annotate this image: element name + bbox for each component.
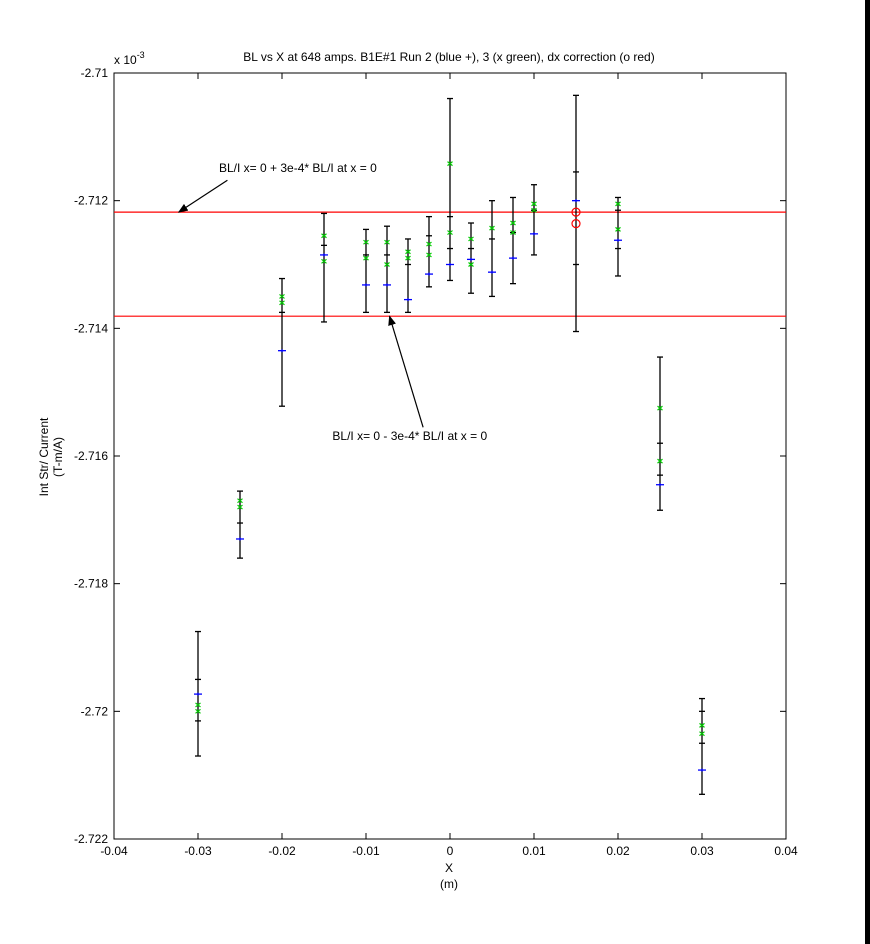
window-edge-bar xyxy=(865,0,870,944)
y-axis-label: Int Str/ Current xyxy=(37,417,51,496)
y-tick-label: -2.714 xyxy=(74,321,108,335)
green-x-marker-cross xyxy=(426,241,432,247)
x-tick-label: 0.02 xyxy=(606,844,630,858)
green-x-marker-cross xyxy=(615,201,621,207)
green-x-marker-cross xyxy=(699,731,705,737)
data-markers xyxy=(194,161,706,772)
green-x-marker-cross xyxy=(657,458,663,464)
green-x-marker-cross xyxy=(195,702,201,708)
green-x-marker-cross xyxy=(531,207,537,213)
green-x-marker-cross xyxy=(510,220,516,226)
green-x-marker-cross xyxy=(237,504,243,510)
green-x-marker-cross xyxy=(321,258,327,264)
x-tick-label: -0.04 xyxy=(100,844,128,858)
annotation-arrow xyxy=(388,315,424,428)
x-tick-label: -0.03 xyxy=(184,844,212,858)
green-x-marker-cross xyxy=(531,201,537,207)
y-axis-unit: (T-m/A) xyxy=(51,437,65,477)
annotation-text: BL/I x= 0 + 3e-4* BL/I at x = 0 xyxy=(219,161,377,175)
x-tick-label: 0 xyxy=(447,844,454,858)
y-tick-label: -2.722 xyxy=(74,832,108,846)
green-x-marker-cross xyxy=(657,405,663,411)
green-x-marker-cross xyxy=(405,249,411,255)
y-tick-label: -2.716 xyxy=(74,449,108,463)
exponent-label: x 10-3 xyxy=(114,50,145,67)
annotation-arrow xyxy=(177,179,228,213)
red-circle-marker xyxy=(571,207,581,217)
x-tick-label: 0.03 xyxy=(690,844,714,858)
green-x-marker-cross xyxy=(510,230,516,236)
x-tick-label: -0.01 xyxy=(352,844,380,858)
green-x-marker-cross xyxy=(405,255,411,261)
annotations: BL/I x= 0 + 3e-4* BL/I at x = 0 BL/I x= 0… xyxy=(177,161,487,443)
x-axis-label: X xyxy=(445,861,453,875)
y-tick-label: -2.71 xyxy=(81,66,109,80)
y-tick-label: -2.718 xyxy=(74,577,108,591)
chart-title: BL vs X at 648 amps. B1E#1 Run 2 (blue +… xyxy=(243,50,654,64)
green-x-marker-cross xyxy=(321,233,327,239)
green-x-marker-cross xyxy=(447,161,453,167)
green-x-marker-cross xyxy=(699,722,705,728)
green-x-marker-cross xyxy=(426,252,432,258)
x-axis: -0.04 -0.03 -0.02 -0.01 0 0.01 0.02 0.03 0.04 xyxy=(100,73,798,858)
error-bars xyxy=(195,94,705,795)
y-tick-label: -2.72 xyxy=(81,704,109,718)
x-tick-label: 0.01 xyxy=(522,844,546,858)
x-axis-unit: (m) xyxy=(440,877,458,891)
x-tick-label: 0.04 xyxy=(774,844,798,858)
green-x-marker-cross xyxy=(279,293,285,299)
y-axis: -2.71 -2.712 -2.714 -2.716 -2.718 -2.72 -2.722 xyxy=(74,66,786,846)
x-tick-label: -0.02 xyxy=(268,844,296,858)
green-x-marker-cross xyxy=(384,239,390,245)
y-tick-label: -2.712 xyxy=(74,194,108,208)
green-x-marker-cross xyxy=(237,498,243,504)
green-x-marker-cross xyxy=(384,262,390,267)
green-x-marker-cross xyxy=(468,236,474,242)
green-x-marker-cross xyxy=(447,230,453,236)
green-x-marker-cross xyxy=(363,255,369,261)
green-x-marker-cross xyxy=(363,239,369,245)
green-x-marker-cross xyxy=(279,300,285,306)
green-x-marker-cross xyxy=(489,225,495,231)
green-x-marker-cross xyxy=(195,708,201,714)
annotation-text: BL/I x= 0 - 3e-4* BL/I at x = 0 xyxy=(332,429,487,443)
green-x-marker-cross xyxy=(615,226,621,232)
red-circle-marker xyxy=(571,219,581,229)
green-x-marker-cross xyxy=(468,262,474,267)
